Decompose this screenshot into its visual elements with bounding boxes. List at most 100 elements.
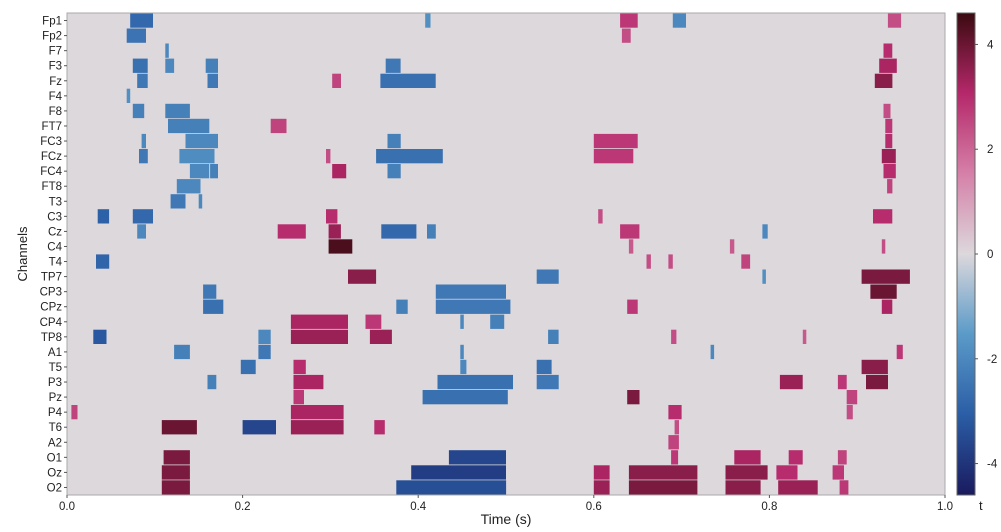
- cluster-cell: [593, 465, 610, 480]
- cluster-cell: [365, 314, 382, 329]
- cluster-cell: [277, 224, 306, 239]
- cluster-cell: [132, 103, 145, 119]
- cluster-cell: [326, 149, 331, 164]
- cluster-cell: [734, 450, 761, 465]
- cluster-cell: [290, 405, 344, 420]
- cluster-cell: [168, 118, 210, 134]
- channel-label: CPz: [40, 302, 62, 314]
- colorbar-label: t: [979, 498, 983, 513]
- cluster-cell: [802, 329, 807, 344]
- cluster-layer: [71, 13, 910, 495]
- cluster-cell: [460, 314, 464, 329]
- cluster-cell: [779, 374, 803, 390]
- cluster-cell: [174, 344, 190, 360]
- x-axis-label: Time (s): [481, 511, 532, 527]
- channel-label: F7: [49, 46, 62, 58]
- cluster-cell: [628, 239, 634, 254]
- cluster-cell: [762, 224, 768, 239]
- cluster-cell: [97, 209, 110, 224]
- colorbar-tick-labels: -4 -2 0 2 4: [975, 39, 998, 471]
- cluster-cell: [380, 73, 436, 88]
- cluster-cell: [293, 374, 324, 390]
- cluster-cell: [837, 374, 847, 390]
- cluster-cell: [725, 480, 761, 495]
- channel-label: Cz: [48, 226, 62, 238]
- cluster-cell: [385, 58, 401, 73]
- channel-label: FT7: [42, 121, 62, 133]
- cluster-cell: [328, 224, 341, 239]
- cluster-cell: [141, 133, 146, 149]
- channel-label: O1: [47, 452, 62, 464]
- channel-label: P3: [48, 377, 62, 389]
- cluster-cell: [332, 73, 341, 88]
- channel-label: FC4: [40, 166, 62, 178]
- cluster-cell: [165, 43, 169, 58]
- channel-label: Oz: [47, 467, 62, 479]
- cluster-cell: [887, 13, 902, 28]
- cluster-cell: [165, 103, 190, 119]
- cluster-cell: [646, 254, 651, 269]
- cluster-cell: [627, 390, 640, 405]
- time-tick-label: 1.0: [937, 501, 953, 513]
- cluster-cell: [460, 344, 464, 360]
- cluster-cell: [729, 239, 735, 254]
- cluster-cell: [881, 239, 886, 254]
- cluster-cell: [205, 58, 218, 73]
- cluster-cell: [207, 374, 217, 390]
- channel-label: Pz: [49, 392, 63, 404]
- colorbar-tick-label: 0: [987, 249, 993, 261]
- cluster-cell: [242, 420, 276, 435]
- cluster-cell: [460, 359, 467, 375]
- time-tick-label: 0.4: [410, 501, 427, 513]
- cluster-cell: [620, 13, 638, 28]
- cluster-cell: [165, 58, 175, 73]
- cluster-cell: [674, 420, 679, 435]
- cluster-cell: [837, 450, 847, 465]
- cluster-cell: [668, 435, 679, 450]
- channel-label: FT8: [42, 181, 62, 193]
- cluster-cell: [628, 480, 698, 495]
- cluster-cell: [536, 269, 559, 284]
- cluster-cell: [328, 239, 353, 254]
- cluster-cell: [290, 329, 348, 344]
- channel-label: FC3: [40, 136, 62, 148]
- cluster-cell: [293, 390, 304, 405]
- cluster-cell: [435, 299, 511, 314]
- cluster-cell: [126, 28, 146, 43]
- channel-label: C3: [47, 211, 62, 223]
- cluster-cell: [593, 149, 634, 164]
- cluster-cell: [132, 58, 148, 73]
- cluster-cell: [896, 344, 903, 360]
- cluster-cell: [437, 374, 513, 390]
- channel-label: P4: [48, 407, 63, 419]
- channel-label: FCz: [41, 151, 62, 163]
- cluster-cell: [240, 359, 256, 375]
- cluster-cell: [621, 28, 631, 43]
- cluster-cell: [883, 164, 896, 179]
- cluster-cell: [290, 314, 348, 329]
- cluster-cell: [435, 284, 506, 299]
- cluster-cell: [258, 344, 271, 360]
- cluster-cell: [139, 149, 148, 164]
- cluster-cell: [598, 209, 603, 224]
- cluster-cell: [170, 194, 186, 209]
- cluster-cell: [376, 149, 443, 164]
- cluster-cell: [137, 73, 148, 88]
- cluster-cell: [832, 465, 844, 480]
- cluster-cell: [762, 269, 766, 284]
- cluster-cell: [425, 13, 431, 28]
- channel-label: TP7: [41, 272, 62, 284]
- cluster-cell: [381, 224, 417, 239]
- cluster-cell: [668, 254, 673, 269]
- cluster-cell: [861, 359, 888, 375]
- cluster-cell: [628, 465, 698, 480]
- cluster-cell: [163, 450, 190, 465]
- cluster-cell: [93, 329, 107, 344]
- cluster-cell: [593, 133, 638, 149]
- cluster-cell: [627, 299, 638, 314]
- cluster-cell: [879, 58, 897, 73]
- cluster-cell: [374, 420, 385, 435]
- plot-background: [67, 13, 945, 495]
- cluster-cell: [548, 329, 559, 344]
- y-axis-label: Channels: [15, 226, 30, 281]
